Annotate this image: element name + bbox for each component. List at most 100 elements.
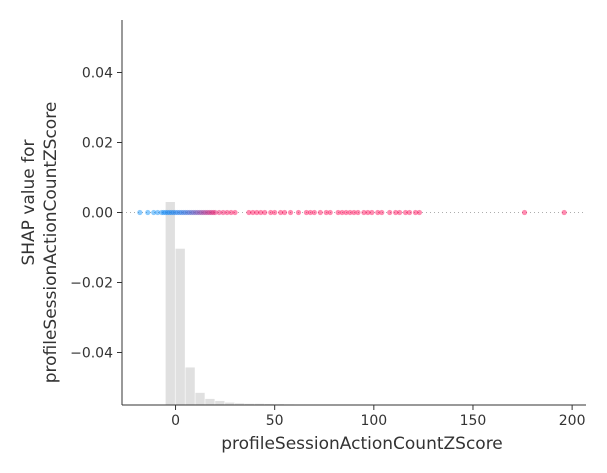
histogram-bar (235, 403, 245, 405)
scatter-point (161, 209, 167, 216)
scatter-point (258, 209, 264, 216)
scatter-point (168, 209, 175, 216)
scatter-point (159, 209, 165, 216)
scatter-point (416, 209, 423, 216)
scatter-point (343, 209, 349, 216)
scatter-point (170, 209, 177, 216)
scatter-point (186, 209, 193, 216)
scatter-point (182, 209, 189, 216)
scatter-point (268, 209, 274, 216)
scatter-point (387, 209, 393, 216)
scatter-point (224, 209, 230, 216)
scatter-point (190, 209, 196, 216)
scatter-point (172, 209, 179, 216)
histogram-bar (165, 202, 175, 405)
scatter-point (361, 209, 367, 216)
scatter-point (165, 209, 171, 216)
scatter-point (406, 209, 413, 216)
histogram-bar (215, 400, 225, 405)
scatter-point (151, 209, 157, 216)
scatter-points (137, 209, 567, 216)
x-ticks: 0 50 100 150 200 (171, 405, 585, 429)
scatter-point (272, 209, 278, 216)
scatter-point (216, 209, 222, 216)
scatter-point (335, 209, 341, 216)
y-axis-label: SHAP value for profileSessionActionCount… (19, 102, 61, 384)
scatter-point (196, 209, 202, 216)
scatter-point (295, 209, 302, 216)
y-tick-label: 0.00 (82, 206, 113, 222)
scatter-point (311, 209, 317, 216)
scatter-point (323, 209, 329, 216)
scatter-point (180, 209, 187, 216)
scatter-point (210, 209, 216, 216)
scatter-point (281, 209, 288, 216)
histogram-bar (195, 392, 205, 405)
scatter-point (188, 209, 195, 216)
scatter-point (184, 209, 191, 216)
feature-histogram (165, 202, 294, 405)
scatter-point (521, 209, 528, 216)
scatter-point (355, 209, 361, 216)
scatter-point (192, 209, 198, 216)
scatter-point (200, 209, 206, 216)
y-tick-label: −0.02 (70, 276, 113, 292)
histogram-bar (175, 248, 185, 405)
scatter-point (166, 209, 173, 216)
scatter-point (246, 209, 252, 216)
y-tick-label: −0.04 (70, 346, 113, 362)
x-tick-label: 100 (360, 413, 387, 429)
y-tick-label: 0.02 (82, 136, 113, 152)
scatter-point (287, 209, 294, 216)
y-axis-label-line-1: SHAP value for (19, 139, 39, 265)
scatter-point (303, 209, 310, 216)
scatter-point (163, 209, 169, 216)
scatter-point (198, 209, 204, 216)
histogram-bar (185, 367, 195, 405)
scatter-point (228, 209, 234, 216)
scatter-point (145, 209, 151, 216)
y-tick-label: 0.04 (82, 66, 113, 82)
histogram-bar (244, 403, 255, 405)
histogram-bar (205, 398, 215, 405)
scatter-point (220, 209, 226, 216)
x-axis-label: profileSessionActionCountZScore (221, 434, 503, 454)
x-tick-label: 200 (559, 413, 586, 429)
histogram-bar (264, 403, 275, 405)
scatter-point (397, 209, 403, 216)
y-axis-label-line-2: profileSessionActionCountZScore (41, 102, 61, 384)
scatter-point (365, 209, 371, 216)
scatter-point (262, 209, 268, 216)
scatter-point (155, 209, 161, 216)
scatter-point (402, 209, 409, 216)
scatter-point (254, 209, 260, 216)
scatter-point (202, 209, 208, 216)
scatter-point (307, 209, 313, 216)
scatter-point (204, 209, 210, 216)
x-tick-label: 0 (171, 413, 180, 429)
y-ticks: 0.04 0.02 0.00 −0.02 −0.04 (70, 66, 122, 362)
scatter-point (174, 209, 181, 216)
scatter-point (208, 209, 214, 216)
x-tick-label: 50 (266, 413, 284, 429)
scatter-point (327, 209, 333, 216)
histogram-bar (254, 403, 265, 405)
scatter-point (347, 209, 353, 216)
scatter-point (232, 209, 238, 216)
scatter-point (176, 209, 183, 216)
scatter-point (339, 209, 345, 216)
scatter-point (412, 209, 419, 216)
scatter-point (278, 209, 284, 216)
scatter-point (137, 209, 143, 216)
scatter-point (250, 209, 256, 216)
scatter-point (317, 209, 323, 216)
scatter-point (206, 209, 212, 216)
scatter-point (194, 209, 200, 216)
scatter-point (178, 209, 185, 216)
scatter-point (375, 209, 381, 216)
scatter-point (351, 209, 357, 216)
scatter-point (561, 209, 567, 216)
scatter-point (369, 209, 375, 216)
scatter-point (393, 209, 399, 216)
